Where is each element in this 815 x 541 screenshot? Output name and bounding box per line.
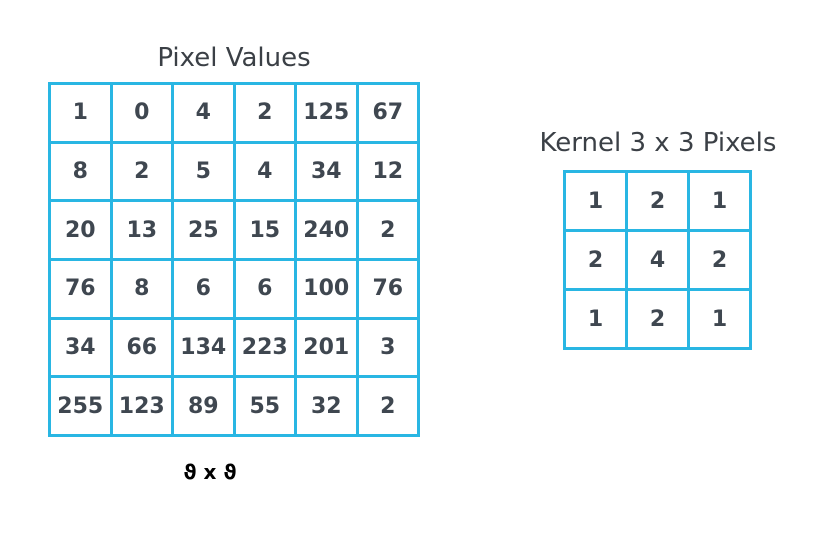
pixel-value-cell: 89 xyxy=(171,375,236,437)
pixel-value-cell: 5 xyxy=(171,140,236,203)
pixel-value-cell: 100 xyxy=(294,257,359,320)
kernel-title: Kernel 3 x 3 Pixels xyxy=(539,128,777,158)
pixel-value-cell: 67 xyxy=(355,82,420,144)
kernel-value-cell: 1 xyxy=(687,170,752,232)
pixel-value-row: 20 13 25 15 240 2 xyxy=(48,199,420,261)
pixel-value-cell: 125 xyxy=(294,82,359,144)
pixel-value-cell: 123 xyxy=(109,375,174,437)
kernel-value-cell: 2 xyxy=(625,288,690,350)
pixel-value-cell: 25 xyxy=(171,199,236,261)
pixel-value-cell: 8 xyxy=(109,257,174,320)
pixel-value-cell: 34 xyxy=(48,316,113,379)
kernel-value-cell: 1 xyxy=(687,288,752,350)
pixel-value-cell: 255 xyxy=(48,375,113,437)
pixel-value-cell: 55 xyxy=(232,375,297,437)
pixel-value-cell: 2 xyxy=(109,140,174,203)
pixel-value-cell: 15 xyxy=(232,199,297,261)
kernel-value-cell: 1 xyxy=(563,288,628,350)
pixel-value-cell: 240 xyxy=(294,199,359,261)
pixel-value-cell: 76 xyxy=(48,257,113,320)
pixel-value-row: 76 8 6 6 100 76 xyxy=(48,257,420,320)
pixel-value-cell: 2 xyxy=(355,375,420,437)
pixel-values-grid: 1 0 4 2 125 67 8 2 5 4 34 12 20 13 25 15 240 2 76 8 6 6 100 76 3… xyxy=(48,82,420,437)
kernel-value-cell: 4 xyxy=(625,229,690,291)
pixel-value-cell: 201 xyxy=(294,316,359,379)
pixel-value-cell: 34 xyxy=(294,140,359,203)
pixel-value-cell: 8 xyxy=(48,140,113,203)
pixel-value-cell: 2 xyxy=(232,82,297,144)
pixel-value-row: 34 66 134 223 201 3 xyxy=(48,316,420,379)
pixel-value-cell: 1 xyxy=(48,82,113,144)
kernel-value-cell: 2 xyxy=(563,229,628,291)
pixel-value-cell: 0 xyxy=(109,82,174,144)
pixel-value-cell: 32 xyxy=(294,375,359,437)
pixel-value-cell: 3 xyxy=(355,316,420,379)
pixel-value-cell: 20 xyxy=(48,199,113,261)
pixel-value-cell: 2 xyxy=(355,199,420,261)
pixel-value-cell: 6 xyxy=(232,257,297,320)
pixel-value-cell: 223 xyxy=(232,316,297,379)
pixel-value-cell: 6 xyxy=(171,257,236,320)
pixel-values-title: Pixel Values xyxy=(157,43,311,73)
pixel-value-cell: 4 xyxy=(232,140,297,203)
dimensions-label: ϑ x ϑ xyxy=(183,460,237,484)
pixel-value-cell: 12 xyxy=(355,140,420,203)
pixel-value-cell: 4 xyxy=(171,82,236,144)
kernel-value-cell: 2 xyxy=(625,170,690,232)
pixel-value-cell: 13 xyxy=(109,199,174,261)
pixel-value-cell: 66 xyxy=(109,316,174,379)
pixel-value-cell: 76 xyxy=(355,257,420,320)
pixel-value-row: 255 123 89 55 32 2 xyxy=(48,375,420,437)
kernel-value-cell: 2 xyxy=(687,229,752,291)
kernel-value-cell: 1 xyxy=(563,170,628,232)
pixel-value-row: 8 2 5 4 34 12 xyxy=(48,140,420,203)
pixel-value-row: 1 0 4 2 125 67 xyxy=(48,82,420,144)
pixel-value-cell: 134 xyxy=(171,316,236,379)
